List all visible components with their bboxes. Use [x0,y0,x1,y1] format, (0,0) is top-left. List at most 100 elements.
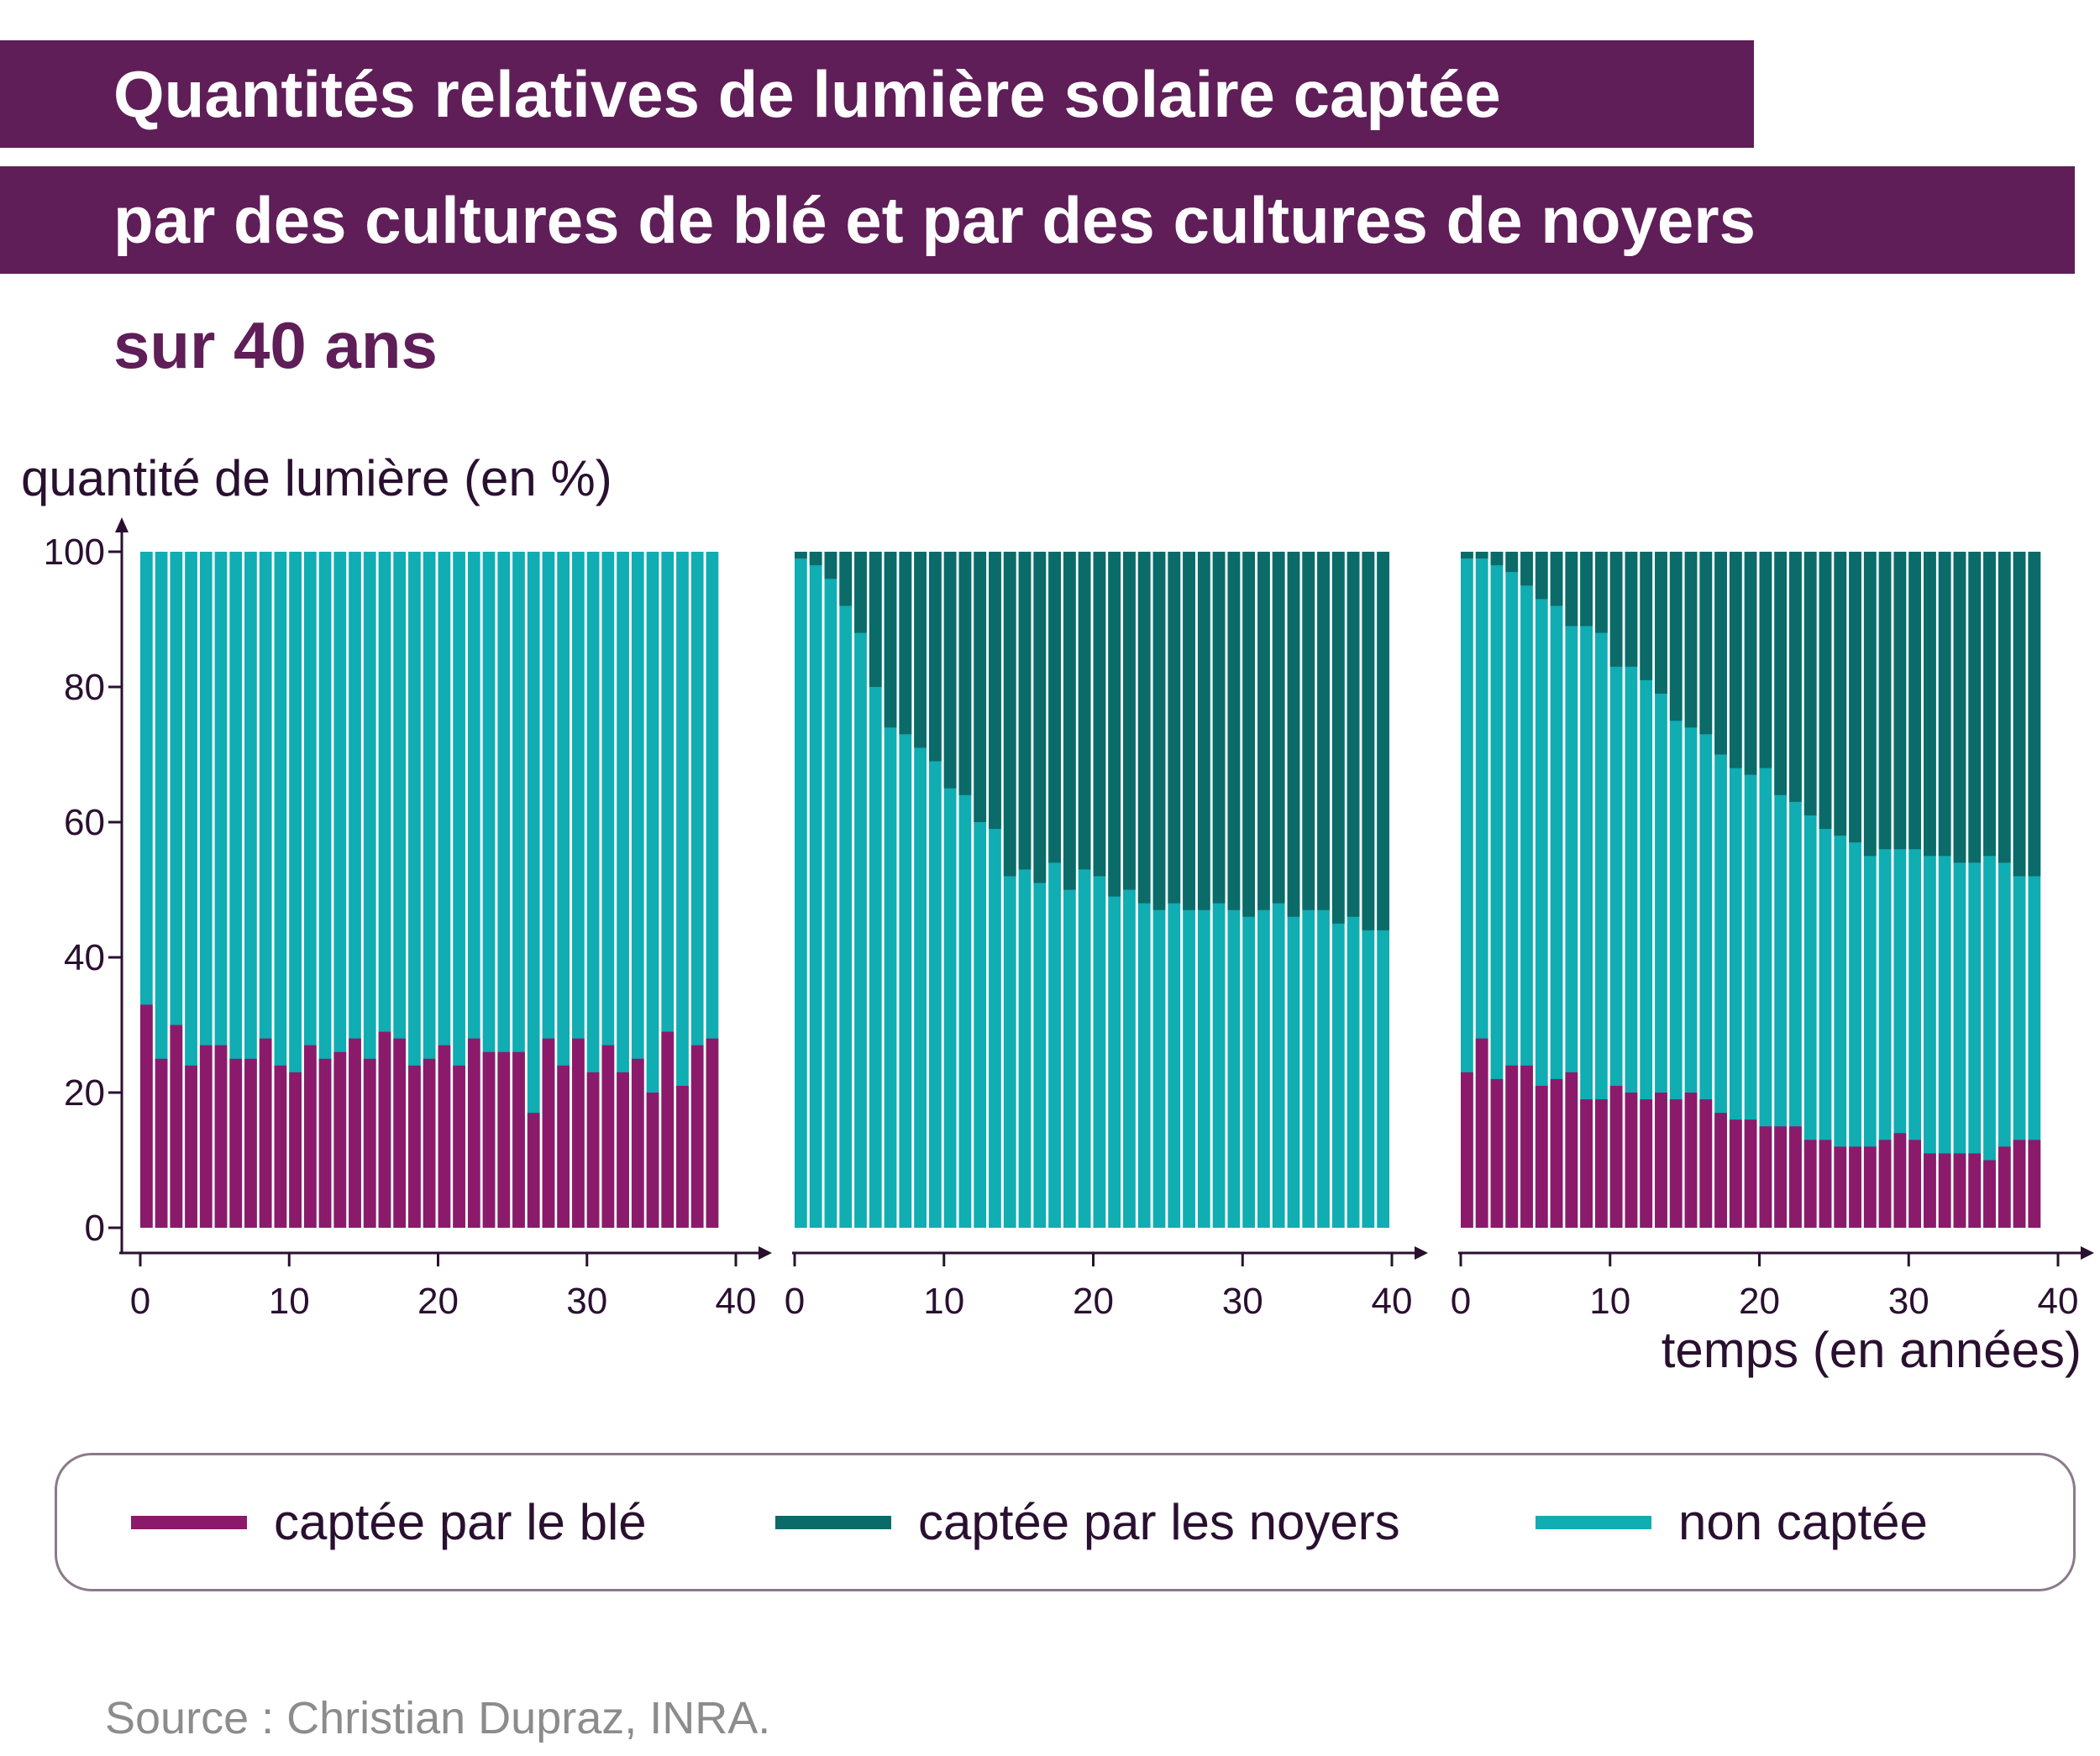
bar-wheat [1490,1078,1504,1228]
bar-wheat [1893,1133,1907,1228]
legend-label-walnut: captée par les noyers [918,1494,1400,1550]
bar-wheat [349,1038,361,1228]
bar-walnut [1863,552,1877,857]
bar-walnut [1347,552,1360,917]
bar-walnut [1609,552,1623,667]
bar-walnut [1475,552,1488,559]
bar-wheat [1834,1146,1847,1228]
bar-walnut [1953,552,1966,863]
bar-wheat [155,1058,168,1228]
bar-walnut [1774,552,1788,795]
source-note: Source : Christian Dupraz, INRA. [105,1693,771,1743]
bar-wheat [1908,1140,1922,1228]
bar-walnut [854,552,867,633]
bar-walnut [1655,552,1667,695]
bar-walnut [1983,552,1996,857]
bar-wheat [185,1065,197,1228]
bar-walnut [1048,552,1061,863]
bar-walnut [1093,552,1106,877]
bar-wheat [244,1058,257,1228]
bar-wheat [199,1045,213,1228]
legend-item-wheat: captée par le blé [131,1455,647,1589]
bar-walnut [1834,552,1847,836]
legend-swatch-wheat [131,1515,247,1529]
bar-wheat [259,1038,272,1228]
bar-uncaptured [557,552,570,1228]
x-tick-label: 0 [785,1281,805,1322]
bar-walnut [1803,552,1817,815]
bar-wheat [557,1065,570,1228]
bar-walnut [1849,552,1861,843]
bar-uncaptured [408,552,421,1228]
chart-panels: 0 10 20 30 40 0 20 40 60 80 100 0 10 20 30 40 0 10 20 30 40 [44,517,2094,1322]
y-tick-label: 20 [64,1072,105,1114]
bar-wheat [1594,1099,1608,1228]
bar-wheat [363,1058,376,1228]
x-tick-label: 30 [1888,1281,1929,1322]
bar-walnut [1331,552,1345,924]
bar-wheat [1520,1065,1533,1228]
x-tick-label: 10 [269,1281,310,1322]
bar-walnut [899,552,912,735]
x-tick-label: 40 [716,1281,757,1322]
bar-walnut [928,552,942,762]
bar-walnut [1878,552,1892,850]
y-tick-label: 40 [64,937,105,978]
bar-wheat [542,1038,555,1228]
bar-wheat [676,1085,689,1228]
bar-wheat [303,1045,317,1228]
bar-wheat [1849,1146,1861,1228]
chart-area: quantité de lumière (en %) 0 10 20 30 40 0 20 4… [21,450,2094,1378]
bar-walnut [2013,552,2026,877]
legend-label-uncaptured: non captée [1678,1494,1928,1550]
bar-uncaptured [1550,552,1563,1228]
bar-walnut [809,552,822,566]
bar-walnut [1490,552,1504,566]
bar-wheat [1461,1072,1473,1228]
bar-walnut [1998,552,2011,863]
bar-walnut [943,552,957,789]
bar-uncaptured [795,552,807,1228]
x-tick-label: 40 [2038,1281,2079,1322]
y-tick-label: 0 [85,1208,105,1249]
x-axis-arrow [1415,1246,1428,1260]
bar-walnut [1018,552,1032,870]
bar-walnut [1078,552,1091,870]
bar-walnut [1744,552,1757,775]
bar-wheat [1640,1099,1653,1228]
bar-wheat [631,1058,644,1228]
bar-walnut [1242,552,1256,917]
bar-wheat [229,1058,243,1228]
bar-walnut [1819,552,1832,830]
bar-walnut [1789,552,1802,802]
bar-walnut [1257,552,1270,910]
bar-uncaptured [676,552,689,1228]
bar-wheat [1625,1093,1638,1228]
legend: captée par le blé captée par les noyers … [55,1453,2076,1591]
bar-uncaptured [824,552,837,1228]
y-tick-label: 80 [64,667,105,708]
legend-item-walnut: captée par les noyers [775,1455,1400,1589]
bar-wheat [1803,1140,1817,1228]
bar-wheat [646,1093,659,1228]
legend-label-wheat: captée par le blé [274,1494,647,1550]
bar-wheat [423,1058,436,1228]
bar-wheat [1655,1093,1667,1228]
bar-walnut [1197,552,1210,910]
bar-wheat [1983,1160,1996,1228]
bar-wheat [453,1065,465,1228]
bar-walnut [1108,552,1121,897]
bar-walnut [1759,552,1772,768]
bar-wheat [527,1113,540,1228]
bar-walnut [1137,552,1151,904]
x-axis-arrow [2081,1246,2094,1260]
bar-walnut [1968,552,1982,863]
bar-wheat [1819,1140,1832,1228]
bar-walnut [1302,552,1315,910]
bar-wheat [1774,1126,1788,1228]
bar-walnut [2028,552,2041,877]
bar-uncaptured [869,552,882,1228]
bar-wheat [438,1045,451,1228]
legend-item-uncaptured: non captée [1536,1455,1928,1589]
bar-uncaptured [274,552,287,1228]
